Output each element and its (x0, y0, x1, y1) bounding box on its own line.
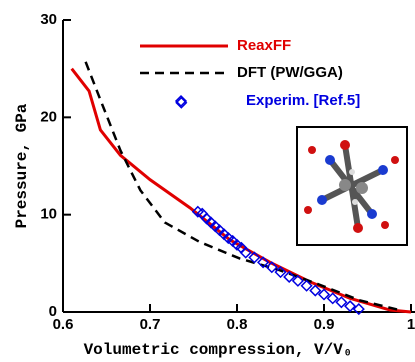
y-axis-label: Pressure, GPa (13, 103, 31, 228)
legend-label: Experim. [Ref.5] (246, 92, 360, 109)
x-tick-label: 0.9 (314, 316, 335, 333)
x-tick-label: 0.8 (227, 316, 248, 333)
y-tick-label: 10 (40, 206, 57, 223)
x-tick-label: 1 (407, 316, 415, 333)
chart: Pressure, GPa Volumetric compression, V/… (0, 0, 415, 362)
y-tick-label: 20 (40, 108, 57, 125)
y-tick-label: 30 (40, 11, 57, 28)
x-tick-label: 0.7 (140, 316, 161, 333)
inset (297, 127, 407, 245)
x-axis-label: Volumetric compression, V/V₀ (84, 341, 353, 359)
legend-label: DFT (PW/GGA) (237, 64, 343, 81)
legend-label: ReaxFF (237, 37, 291, 54)
x-tick-label: 0.6 (53, 316, 74, 333)
